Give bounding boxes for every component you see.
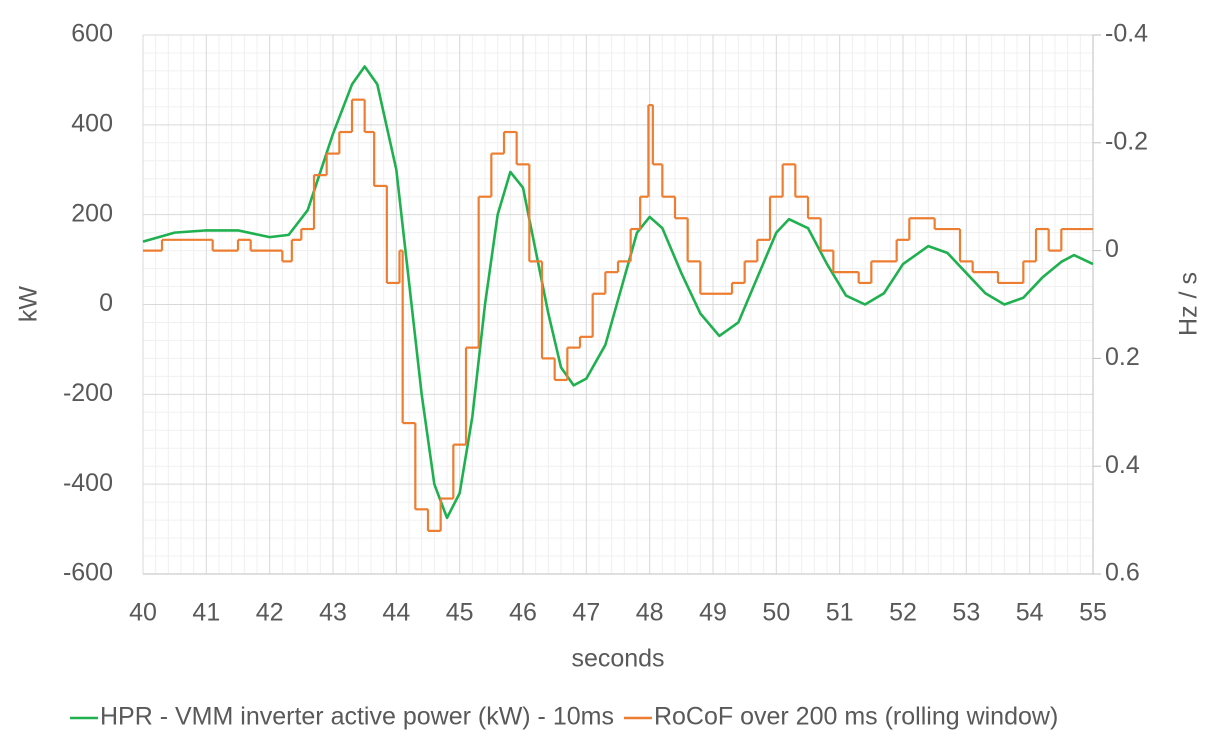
x-tick-label: 50 bbox=[762, 599, 790, 627]
line-series bbox=[142, 65, 1094, 520]
x-tick-label: 48 bbox=[636, 599, 664, 627]
x-tick-label: 46 bbox=[509, 599, 537, 627]
grid bbox=[142, 34, 1094, 575]
y2-tick-label: -0.4 bbox=[1105, 20, 1148, 48]
y-tick-label: 0 bbox=[99, 289, 113, 317]
x-tick-label: 55 bbox=[1079, 599, 1107, 627]
x-tick-label: 43 bbox=[319, 599, 347, 627]
legend-label: RoCoF over 200 ms (rolling window) bbox=[654, 703, 1058, 731]
x-tick-label: 53 bbox=[952, 599, 980, 627]
x-tick-label: 42 bbox=[256, 599, 284, 627]
x-tick-label: 47 bbox=[572, 599, 600, 627]
y2-tick-label: 0.4 bbox=[1105, 451, 1140, 479]
y-tick-label: 400 bbox=[71, 109, 113, 137]
legend-label: HPR - VMM inverter active power (kW) - 1… bbox=[100, 703, 614, 731]
step-line bbox=[143, 98, 1093, 532]
x-tick-label: 49 bbox=[699, 599, 727, 627]
x-tick-label: 44 bbox=[382, 599, 410, 627]
y-tick-label: 200 bbox=[71, 199, 113, 227]
y2-axis-title: Hz / s bbox=[1175, 272, 1203, 336]
x-tick-label: 45 bbox=[446, 599, 474, 627]
y-tick-label: 600 bbox=[71, 20, 113, 48]
y-tick-label: -600 bbox=[63, 559, 113, 587]
y2-tick-label: 0.2 bbox=[1105, 343, 1140, 371]
x-tick-label: 54 bbox=[1016, 599, 1044, 627]
x-tick-label: 41 bbox=[192, 599, 220, 627]
y-axis-title: kW bbox=[15, 286, 43, 323]
x-axis-title: seconds bbox=[571, 645, 664, 673]
y-tick-label: -400 bbox=[63, 469, 113, 497]
y2-tick-label: 0.6 bbox=[1105, 559, 1140, 587]
y2-tick-label: 0 bbox=[1105, 235, 1119, 263]
x-tick-label: 52 bbox=[889, 599, 917, 627]
x-tick-label: 51 bbox=[826, 599, 854, 627]
x-tick-label: 40 bbox=[129, 599, 157, 627]
y2-tick-label: -0.2 bbox=[1105, 127, 1148, 155]
y-tick-label: -200 bbox=[63, 379, 113, 407]
